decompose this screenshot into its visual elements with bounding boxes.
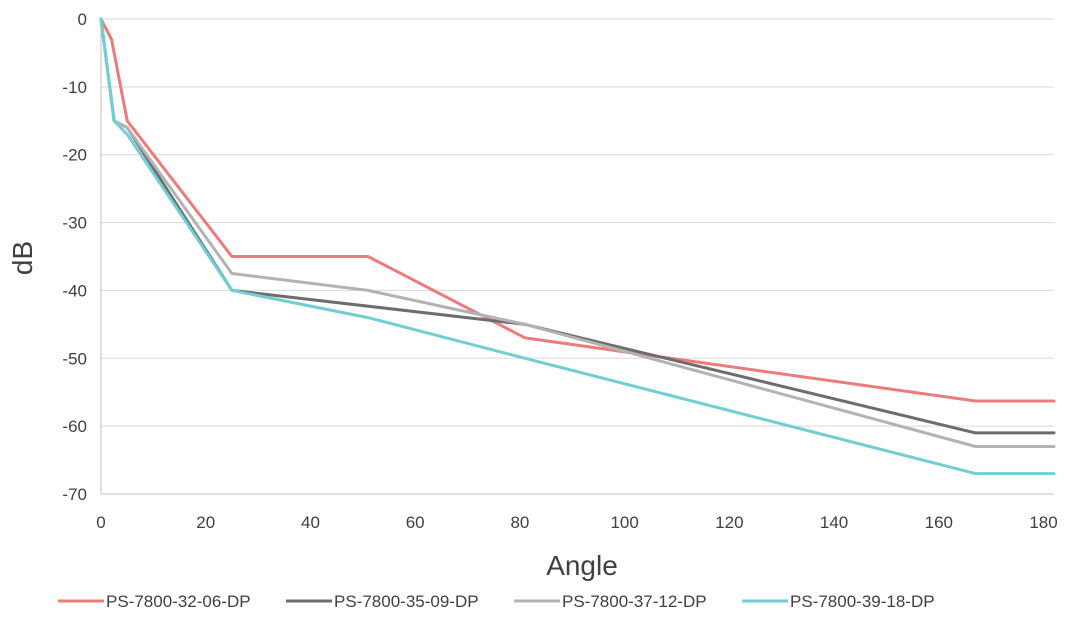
legend-label: PS-7800-32-06-DP bbox=[106, 592, 251, 611]
x-tick-label: 140 bbox=[820, 513, 848, 532]
x-tick-label: 160 bbox=[925, 513, 953, 532]
y-tick-label: -50 bbox=[62, 349, 87, 368]
y-tick-label: 0 bbox=[78, 10, 87, 29]
y-tick-label: -20 bbox=[62, 146, 87, 165]
legend-label: PS-7800-37-12-DP bbox=[562, 592, 707, 611]
axes bbox=[100, 19, 1054, 495]
series-line-3 bbox=[99, 17, 1056, 448]
y-tick-label: -40 bbox=[62, 281, 87, 300]
y-tick-labels: 0 -10 -20 -30 -40 -50 -60 -70 bbox=[62, 10, 87, 504]
y-tick-label: -10 bbox=[62, 78, 87, 97]
gridlines bbox=[101, 18, 1054, 495]
legend-label: PS-7800-39-18-DP bbox=[790, 592, 935, 611]
series-line-1 bbox=[99, 17, 1056, 403]
legend: PS-7800-32-06-DP PS-7800-35-09-DP PS-7800-… bbox=[58, 592, 935, 611]
x-tick-label: 180 bbox=[1029, 513, 1057, 532]
legend-label: PS-7800-35-09-DP bbox=[334, 592, 479, 611]
x-tick-label: 80 bbox=[510, 513, 529, 532]
x-tick-label: 40 bbox=[301, 513, 320, 532]
x-tick-label: 120 bbox=[715, 513, 743, 532]
y-tick-label: -60 bbox=[62, 417, 87, 436]
x-tick-label: 0 bbox=[96, 513, 105, 532]
y-tick-label: -30 bbox=[62, 214, 87, 233]
y-tick-label: -70 bbox=[62, 485, 87, 504]
x-axis-title: Angle bbox=[546, 550, 618, 581]
x-tick-label: 20 bbox=[196, 513, 215, 532]
x-tick-labels: 0 20 40 60 80 100 120 140 160 180 bbox=[96, 513, 1057, 532]
series-line-4 bbox=[99, 17, 1056, 476]
x-tick-label: 100 bbox=[610, 513, 638, 532]
y-axis-title: dB bbox=[7, 241, 38, 275]
series-lines bbox=[99, 17, 1056, 476]
x-tick-label: 60 bbox=[406, 513, 425, 532]
